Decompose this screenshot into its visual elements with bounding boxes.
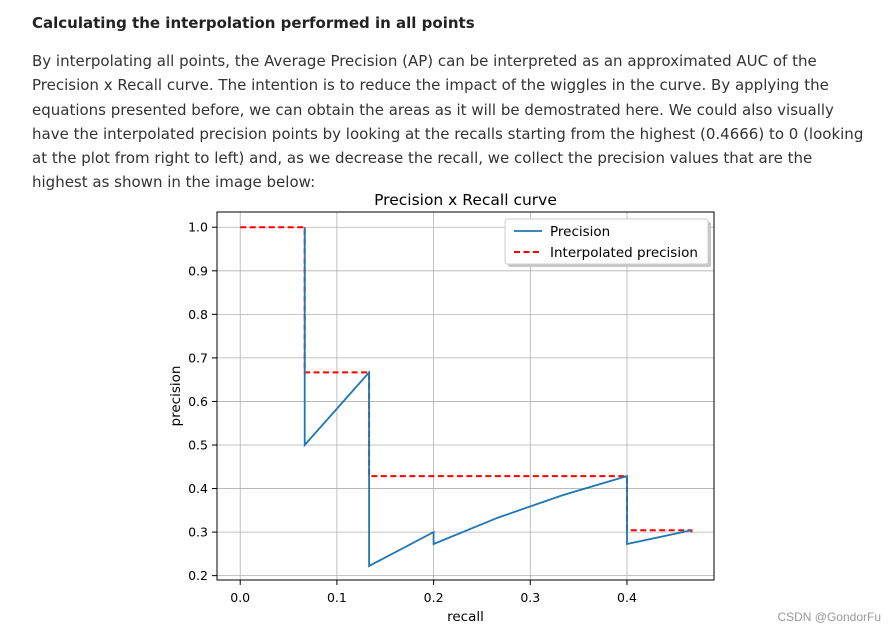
legend-label-precision: Precision: [550, 224, 610, 240]
x-axis-label: recall: [447, 609, 484, 625]
legend: Precision Interpolated precision: [504, 218, 711, 267]
y-tick-label: 1.0: [188, 220, 208, 235]
legend-box: [504, 218, 709, 265]
x-tick-label: 0.3: [520, 590, 540, 605]
plot-frame: [216, 211, 715, 581]
x-tick-label: 0.0: [230, 590, 250, 605]
y-tick-label: 0.4: [188, 481, 208, 496]
y-tick-label: 0.3: [188, 525, 208, 540]
y-tick-label: 0.5: [188, 437, 208, 452]
chart-title: Precision x Recall curve: [374, 191, 557, 209]
y-tick-label: 0.6: [188, 394, 208, 409]
y-tick-label: 0.8: [188, 307, 208, 322]
x-tick-label: 0.2: [424, 590, 444, 605]
y-axis-label: precision: [168, 366, 184, 427]
y-tick-label: 0.2: [188, 568, 208, 583]
watermark: CSDN @GondorFu: [777, 610, 881, 624]
grid-lines: [217, 212, 714, 580]
legend-label-interpolated: Interpolated precision: [550, 245, 698, 261]
y-tick-label: 0.7: [188, 350, 208, 365]
series-lines: [240, 226, 693, 568]
y-tick-label: 0.9: [188, 263, 208, 278]
section-heading: Calculating the interpolation performed …: [32, 14, 475, 32]
body-paragraph: By interpolating all points, the Average…: [32, 52, 864, 192]
x-tick-label: 0.4: [617, 590, 637, 605]
y-axis-ticks: 0.2 0.3 0.4 0.5 0.6 0.7 0.8 0.9 1.0: [188, 220, 217, 583]
series-interpolated-line: [240, 226, 693, 535]
x-axis-ticks: 0.0 0.1 0.2 0.3 0.4: [230, 580, 637, 605]
series-precision-line: [303, 227, 692, 568]
x-tick-label: 0.1: [327, 590, 347, 605]
